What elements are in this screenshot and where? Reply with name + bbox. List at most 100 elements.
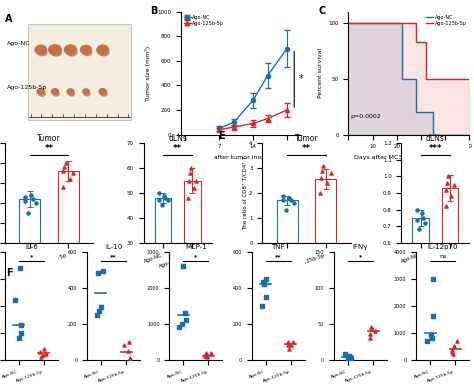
Ellipse shape <box>64 45 76 55</box>
Title: TNF: TNF <box>272 244 285 250</box>
Point <box>413 216 421 222</box>
Point <box>323 180 331 186</box>
Point <box>366 335 374 341</box>
Point <box>16 265 23 271</box>
Point <box>190 185 197 191</box>
Point <box>346 354 354 360</box>
Title: Tumor: Tumor <box>37 134 61 143</box>
Point <box>21 194 29 200</box>
Text: ns: ns <box>439 254 447 259</box>
Point <box>186 170 193 176</box>
Point <box>427 332 435 339</box>
Text: *: * <box>194 254 198 259</box>
Point <box>97 304 105 310</box>
Point <box>36 348 44 355</box>
Point <box>42 351 49 357</box>
Point <box>429 313 437 319</box>
Bar <box>28 24 131 120</box>
Point <box>15 335 22 341</box>
Text: E: E <box>218 131 225 142</box>
Bar <box>315 179 336 243</box>
Point <box>11 297 19 303</box>
Ago-125b-5p <box>423 76 428 81</box>
Point <box>21 198 29 204</box>
Point <box>442 203 450 210</box>
Point <box>95 308 103 314</box>
Point <box>345 353 353 359</box>
Title: IFNγ: IFNγ <box>353 244 368 250</box>
Ago-125b-5p <box>466 76 472 81</box>
Point <box>287 342 295 348</box>
Point <box>59 168 67 174</box>
Point <box>289 339 297 345</box>
Point <box>287 197 294 204</box>
Point <box>448 347 456 353</box>
Point <box>367 324 375 330</box>
Point <box>447 193 455 199</box>
Point <box>366 331 374 337</box>
Point <box>428 335 436 341</box>
Point <box>448 348 456 355</box>
Ellipse shape <box>82 49 92 56</box>
Point <box>182 310 189 316</box>
Point <box>61 164 68 170</box>
Legend: Ago-NC, Ago-125b-5p: Ago-NC, Ago-125b-5p <box>425 14 467 26</box>
Bar <box>155 198 171 317</box>
Text: *: * <box>30 254 33 259</box>
Point <box>29 196 36 202</box>
Text: **: ** <box>275 254 282 259</box>
Text: C: C <box>318 5 326 16</box>
Ellipse shape <box>67 89 74 94</box>
Point <box>155 197 163 204</box>
Ellipse shape <box>99 48 109 56</box>
Ellipse shape <box>54 92 59 96</box>
Point <box>203 353 210 360</box>
Title: IL-12p70: IL-12p70 <box>428 244 458 250</box>
Point <box>260 279 267 285</box>
Point <box>285 195 292 201</box>
Point <box>207 350 215 356</box>
Y-axis label: The ratio of CD8⁺ T/CD4⁺ T: The ratio of CD8⁺ T/CD4⁺ T <box>243 156 248 230</box>
Y-axis label: Percent survival: Percent survival <box>318 48 323 98</box>
Text: ***: *** <box>428 144 442 153</box>
Point <box>429 276 437 282</box>
Ago-NC <box>399 21 404 25</box>
Point <box>453 338 461 344</box>
Legend: Ago-NC, Ago-125b-5p: Ago-NC, Ago-125b-5p <box>183 14 225 26</box>
Point <box>284 342 292 348</box>
Point <box>423 338 430 344</box>
Point <box>347 354 355 361</box>
Point <box>342 351 349 357</box>
Point <box>178 321 185 327</box>
Point <box>261 281 268 287</box>
Ellipse shape <box>97 45 109 54</box>
Point <box>66 176 73 182</box>
Text: **: ** <box>302 144 311 153</box>
Point <box>450 182 458 188</box>
Point <box>282 207 289 213</box>
Point <box>290 200 297 206</box>
Title: dLNs: dLNs <box>168 134 187 143</box>
Point <box>444 180 451 186</box>
Point <box>182 317 190 323</box>
Ago-NC <box>346 21 351 25</box>
Ellipse shape <box>37 49 47 56</box>
Ellipse shape <box>39 91 46 96</box>
Text: A: A <box>5 14 12 24</box>
Point <box>59 184 66 190</box>
Ago-125b-5p <box>423 39 428 44</box>
Line: Ago-125b-5p: Ago-125b-5p <box>348 23 469 79</box>
Point <box>371 328 379 334</box>
Point <box>327 170 335 176</box>
Point <box>125 348 132 354</box>
Text: **: ** <box>45 144 54 153</box>
Title: dLNs: dLNs <box>426 134 445 143</box>
Point <box>17 330 24 336</box>
Text: *: * <box>299 74 304 84</box>
Ellipse shape <box>101 92 107 96</box>
Point <box>180 263 187 269</box>
Point <box>185 178 192 184</box>
Point <box>421 220 429 226</box>
Point <box>445 173 452 179</box>
Title: Tumor: Tumor <box>295 134 319 143</box>
